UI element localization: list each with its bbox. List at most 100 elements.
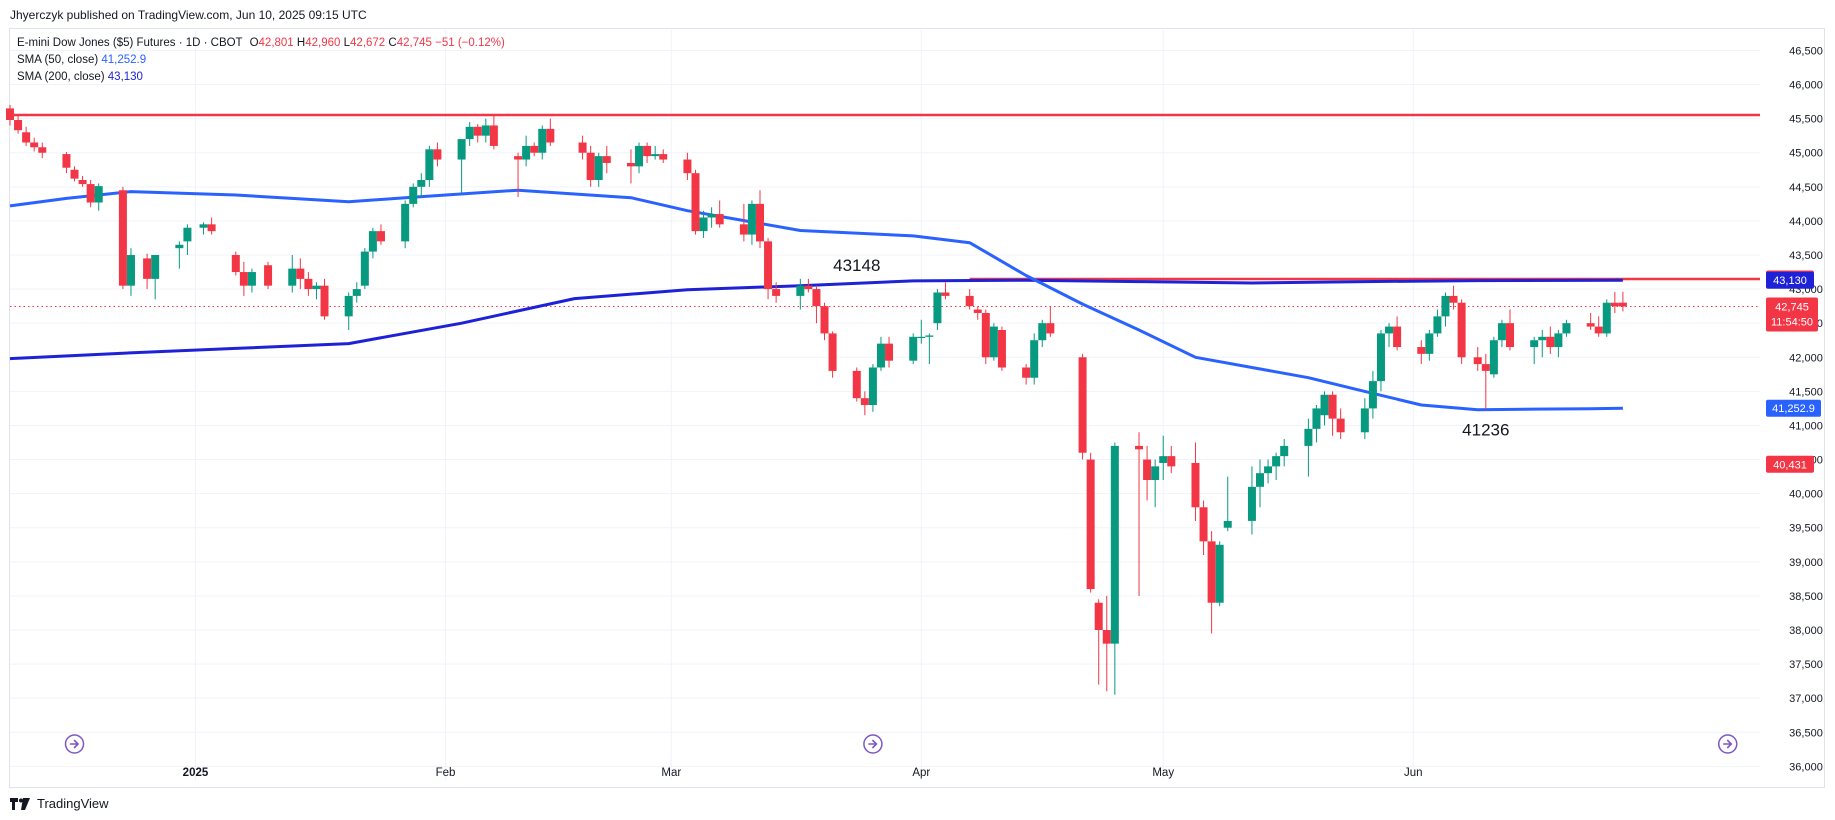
price-tick-label: 44,000 <box>1789 216 1823 228</box>
candle <box>1594 316 1603 337</box>
price-tick-label: 36,500 <box>1789 727 1823 739</box>
candle <box>1207 531 1216 634</box>
price-tick-label: 45,000 <box>1789 148 1823 160</box>
candle-body <box>1562 323 1571 334</box>
candle-body <box>635 145 644 167</box>
candle <box>659 149 668 163</box>
candle-body <box>207 224 216 232</box>
candle <box>6 105 14 126</box>
candle-body <box>909 336 918 361</box>
candle-body <box>812 289 821 307</box>
candle-body <box>1320 394 1329 416</box>
event-markers <box>64 734 1738 754</box>
candle-body <box>820 306 829 334</box>
candle <box>1546 326 1555 354</box>
time-axis: 2025 Feb Mar Apr May Jun <box>183 767 1423 779</box>
candle <box>1110 442 1119 695</box>
candle-body <box>401 203 410 242</box>
candle <box>1151 459 1160 508</box>
candle-body <box>683 159 692 174</box>
sma50-label: SMA (50, close) <box>17 54 99 66</box>
candle-body <box>1312 408 1321 429</box>
price-tag-bg <box>1766 271 1814 289</box>
candle <box>1489 336 1498 378</box>
candle <box>1215 541 1224 607</box>
candle <box>804 278 813 293</box>
candle-body <box>183 227 192 242</box>
candle-body <box>1247 486 1256 521</box>
candle-body <box>1256 473 1264 487</box>
candle <box>1376 330 1385 392</box>
candle-body <box>796 285 805 296</box>
candle-body <box>747 203 756 235</box>
candle <box>643 142 652 163</box>
candle <box>70 166 79 182</box>
candle <box>264 261 273 290</box>
high-label: H <box>296 37 306 49</box>
price-tick-label: 43,500 <box>1789 250 1823 262</box>
price-tick-label: 40,000 <box>1789 489 1823 501</box>
candle-body <box>764 241 773 290</box>
candle <box>1538 330 1547 358</box>
candle-body <box>1554 333 1563 348</box>
candle <box>1449 285 1458 310</box>
candle <box>1562 319 1571 337</box>
legend-symbol-row[interactable]: E-mini Dow Jones ($5) Futures · 1D · CBO… <box>17 35 505 52</box>
candle <box>933 289 942 330</box>
candle <box>199 222 208 235</box>
replay-arrow-glyph <box>1722 739 1733 749</box>
price-tick-label: 37,000 <box>1789 693 1823 705</box>
candle-body <box>6 108 14 120</box>
candle <box>62 152 71 174</box>
candle <box>94 183 103 211</box>
candle <box>1473 347 1482 371</box>
sma-50-path <box>9 188 1623 412</box>
candle-body <box>86 184 95 203</box>
price-tag-bg <box>1766 455 1814 473</box>
candle-body <box>933 292 942 324</box>
candle-body <box>1199 507 1208 542</box>
candle-body <box>997 330 1006 368</box>
candle-body <box>1038 323 1047 341</box>
candle <box>739 203 748 242</box>
candle <box>1078 353 1087 460</box>
price-tick-label: 38,000 <box>1789 625 1823 637</box>
price-tick-label: 46,000 <box>1789 80 1823 92</box>
candle-body <box>14 120 23 131</box>
candle-body <box>852 370 861 399</box>
price-tag: 43,130 <box>1766 271 1814 289</box>
replay-arrow-icon[interactable] <box>1717 734 1738 754</box>
replay-arrow-glyph <box>868 739 878 749</box>
price-tick-label: 42,000 <box>1789 352 1823 364</box>
legend-sma50-row[interactable]: SMA (50, close) 41,252.9 <box>17 52 505 69</box>
candle-body <box>1110 445 1119 644</box>
candle <box>1094 599 1103 685</box>
replay-arrow-icon[interactable] <box>64 734 85 754</box>
candle-body <box>530 145 539 153</box>
tradingview-logo[interactable]: TradingView <box>10 796 109 811</box>
candle-body <box>699 217 708 232</box>
price-tag: 40,431 <box>1766 455 1814 473</box>
candle <box>1223 476 1232 532</box>
candle <box>1393 316 1402 351</box>
high-value: 42,960 <box>305 37 341 49</box>
candle-body <box>151 255 160 279</box>
candles <box>6 105 1627 695</box>
replay-arrow-icon[interactable] <box>863 734 883 754</box>
candle <box>78 175 87 187</box>
candle <box>1385 323 1394 348</box>
candle <box>1481 353 1490 410</box>
candle-body <box>126 255 135 286</box>
annotations: 43148 41236 <box>833 256 1509 439</box>
price-tick-label: 39,000 <box>1789 557 1823 569</box>
legend-sma200-row[interactable]: SMA (200, close) 43,130 <box>17 69 505 86</box>
price-tick-label: 37,500 <box>1789 659 1823 671</box>
open-label: O <box>249 37 259 49</box>
candle <box>578 135 587 160</box>
candle <box>868 364 877 412</box>
sma50-value: 41,252.9 <box>101 54 147 66</box>
candle <box>1046 306 1055 337</box>
candle-body <box>1376 333 1385 382</box>
candle-body <box>756 203 764 242</box>
